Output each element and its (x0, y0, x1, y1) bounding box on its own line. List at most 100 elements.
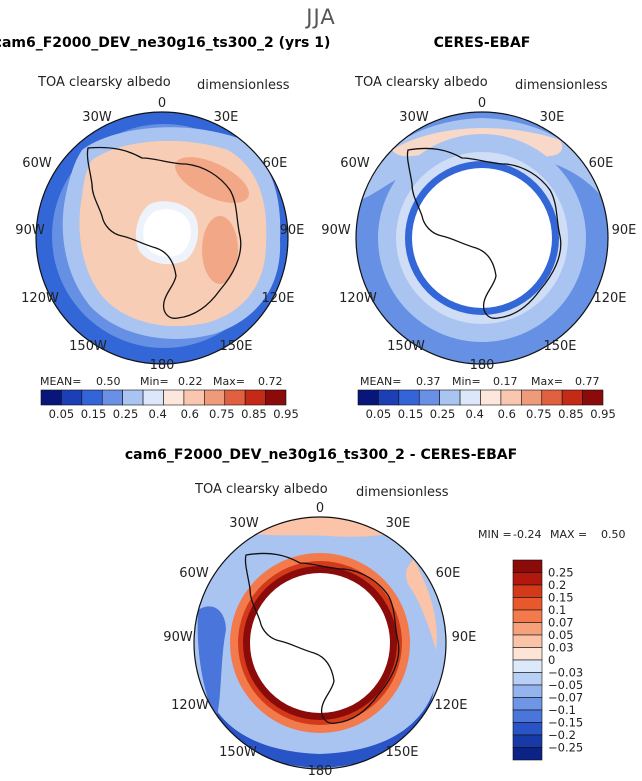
units-label: dimensionless (515, 78, 608, 93)
colorbar-label: 0.95 (273, 407, 299, 421)
mean-value: 0.50 (96, 375, 121, 388)
colorbar-box (101, 389, 123, 406)
colorbar-label: 0.2 (548, 578, 566, 592)
lon-label: 30W (82, 110, 112, 125)
colorbar-label: 0.4 (149, 407, 167, 421)
min-value: 0.17 (493, 375, 518, 388)
colorbar-label: 0.6 (181, 407, 199, 421)
colorbar-box (357, 389, 379, 406)
colorbar-box (541, 389, 563, 406)
max-value: 0.50 (601, 528, 626, 541)
colorbar-label: −0.15 (548, 716, 583, 730)
mean-label: MEAN= (360, 375, 401, 388)
map-field (36, 112, 288, 364)
colorbar-box (439, 389, 461, 406)
colorbar-box (512, 747, 543, 761)
lon-label: 90E (280, 223, 305, 238)
colorbar-box (512, 709, 543, 723)
colorbar-box (183, 389, 205, 406)
colorbar-box (521, 389, 543, 406)
lon-label: 120E (434, 698, 467, 713)
colorbar-box (512, 659, 543, 673)
colorbar-label: −0.1 (548, 703, 576, 717)
colorbar: 0.05 0.15 0.25 0.4 0.6 0.75 0.85 0.95 (40, 389, 299, 421)
colorbar-label: −0.05 (548, 678, 583, 692)
colorbar-label: 0.15 (81, 407, 107, 421)
panel-observations: CERES-EBAF TOA clearsky albedo dimension… (321, 35, 636, 421)
max-value: 0.77 (575, 375, 600, 388)
panel-model: cam6_F2000_DEV_ne30g16_ts300_2 (yrs 1) T… (0, 35, 330, 421)
map-field (356, 112, 608, 364)
colorbar-box (512, 572, 543, 586)
colorbar-box (582, 389, 604, 406)
lon-label: 90W (15, 223, 45, 238)
colorbar-label: −0.25 (548, 741, 583, 755)
colorbar-box (418, 389, 440, 406)
colorbar-box (512, 734, 543, 748)
colorbar-label: 0.25 (430, 407, 456, 421)
units-label: dimensionless (356, 485, 449, 500)
colorbar-box (459, 389, 481, 406)
min-value: 0.22 (178, 375, 203, 388)
colorbar-label: 0.15 (398, 407, 424, 421)
colorbar-box (512, 559, 543, 573)
min-label: Min= (140, 375, 169, 388)
lon-label: 60E (589, 156, 614, 171)
colorbar-label: 0.05 (548, 628, 574, 642)
max-label: Max= (213, 375, 245, 388)
field-label: TOA clearsky albedo (354, 75, 488, 90)
stats-line: MEAN= 0.50 Min= 0.22 Max= 0.72 (40, 375, 283, 388)
lon-label: 150W (219, 745, 257, 760)
lon-label: 120W (171, 698, 209, 713)
colorbar-label: 0.25 (548, 566, 574, 580)
min-label: MIN = (478, 528, 512, 541)
lon-label: 30E (214, 110, 239, 125)
field-label: TOA clearsky albedo (194, 482, 328, 497)
lon-label: 150E (385, 745, 418, 760)
panel-title: cam6_F2000_DEV_ne30g16_ts300_2 - CERES-E… (125, 447, 517, 463)
lon-label: 120W (339, 291, 377, 306)
colorbar-box (244, 389, 266, 406)
lon-label: 180 (150, 358, 175, 373)
lon-label: 150E (219, 339, 252, 354)
antarctica-coastline (86, 146, 242, 319)
contour-negative-west (197, 606, 226, 720)
colorbar-label: 0.75 (526, 407, 552, 421)
max-value: 0.72 (258, 375, 283, 388)
lon-label: 150W (69, 339, 107, 354)
colorbar-label: 0.75 (209, 407, 235, 421)
colorbar-box (142, 389, 164, 406)
lon-label: 180 (308, 764, 333, 779)
stats-line: MEAN= 0.37 Min= 0.17 Max= 0.77 (360, 375, 600, 388)
colorbar-label: 0.15 (548, 591, 574, 605)
lon-label: 90W (321, 223, 351, 238)
colorbar-label: −0.2 (548, 728, 576, 742)
max-label: Max= (531, 375, 563, 388)
colorbar-box (163, 389, 185, 406)
lon-label: 0 (316, 501, 324, 516)
colorbar-box (512, 584, 543, 598)
map-border (193, 516, 447, 770)
lon-label: 120E (593, 291, 626, 306)
contour-positive-east (406, 560, 437, 650)
lon-label: 30W (229, 516, 259, 531)
colorbar: 0.05 0.15 0.25 0.4 0.6 0.75 0.85 0.95 (357, 389, 616, 421)
colorbar-box (512, 634, 543, 648)
colorbar-box (378, 389, 400, 406)
lon-label: 90E (452, 630, 477, 645)
lon-label: 150W (387, 339, 425, 354)
antarctica-coastline (406, 147, 562, 319)
lon-label: 60W (179, 566, 209, 581)
panel-title: cam6_F2000_DEV_ne30g16_ts300_2 (yrs 1) (0, 35, 330, 51)
lon-label: 30W (399, 110, 429, 125)
lon-label: 180 (470, 358, 495, 373)
map-border (355, 111, 609, 365)
colorbar-box (500, 389, 522, 406)
colorbar-label: −0.07 (548, 691, 583, 705)
colorbar-box (512, 697, 543, 711)
colorbar-box (398, 389, 420, 406)
colorbar-box (512, 609, 543, 623)
field-label: TOA clearsky albedo (37, 75, 171, 90)
